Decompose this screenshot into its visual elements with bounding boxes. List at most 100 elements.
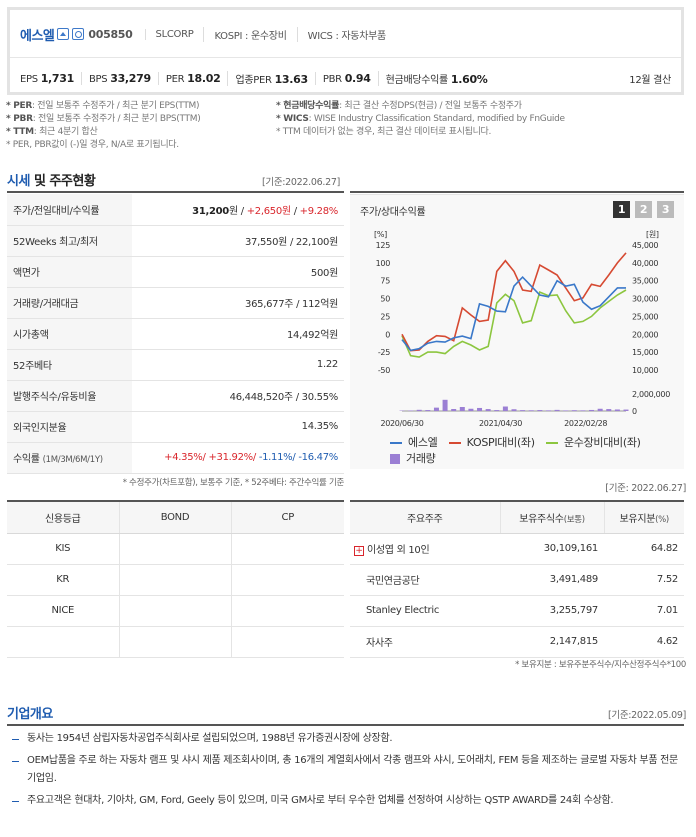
right-tick-label: 20,000 [632, 330, 658, 339]
legend-stock[interactable]: 에스엘 [390, 435, 438, 451]
table-row: 자사주 2,147,815 4.62 [350, 626, 684, 658]
volume-bar [623, 409, 629, 411]
left-tick-label: 0 [385, 330, 390, 339]
table-row: 국민연금공단 3,491,489 7.52 [350, 564, 684, 596]
volume-bar [545, 410, 551, 411]
volume-tick-label: 0 [632, 407, 637, 416]
favorite-icon[interactable] [72, 28, 85, 40]
stock-price-line [401, 275, 626, 352]
table-row: 52Weeks 최고/최저 37,550원 / 22,100원 [7, 225, 344, 257]
chart-legend: 에스엘 KOSPI대비(좌) 운수장비대비(좌) 거래량 [390, 433, 649, 469]
chart-tab-1[interactable]: 1 [613, 201, 630, 218]
x-tick-label: 2020/06/30 [380, 419, 423, 428]
stock-code: 005850 [88, 27, 133, 41]
volume-bar [528, 410, 534, 411]
metric-bps: BPS 33,279 [80, 71, 158, 85]
table-row: 주가/전일대비/수익률 31,200원 / +2,650원 / +9.28% [7, 194, 344, 226]
volume-bar [502, 406, 508, 411]
left-tick-label: 25 [380, 312, 390, 321]
left-tick-label: -25 [378, 348, 390, 357]
overview-title: 기업개요 [7, 707, 53, 722]
list-item: OEM납품을 주로 하는 자동차 램프 및 샤시 제품 제조회사이며, 총 16… [7, 752, 684, 788]
left-tick-label: 100 [376, 259, 391, 268]
list-item: 동사는 1954년 삼립자동차공업주식회사로 설립되었으며, 1988년 유가증… [7, 730, 684, 748]
price-section-title: 시세 및 주주현황 [7, 174, 96, 189]
wics-sector: WICS : 자동차부품 [296, 26, 396, 42]
volume-tick-label: 2,000,000 [632, 390, 670, 399]
volume-bar [442, 399, 448, 411]
chart-tabs: 1 2 3 [613, 201, 674, 218]
right-tick-label: 30,000 [632, 295, 658, 304]
left-tick-label: 50 [380, 295, 390, 304]
kospi-relative-line [401, 252, 627, 352]
metric-dividend-yield: 현금배당수익률 1.60% [377, 70, 495, 86]
holder-name: 자사주 [350, 626, 500, 658]
volume-bar [580, 410, 586, 411]
metric-per: PER 18.02 [157, 71, 228, 85]
right-tick-label: 35,000 [632, 277, 658, 286]
x-tick-label: 2021/04/30 [479, 419, 522, 428]
table-row: NICE [7, 595, 344, 627]
valuation-metrics: EPS 1,731 BPS 33,279 PER 18.02 업종PER 13.… [20, 70, 671, 86]
company-meta: SLCORP KOSPI : 운수장비 WICS : 자동차부품 [144, 26, 396, 42]
returns-values: +4.35%/ +31.92%/ -1.11%/ -16.47% [132, 442, 344, 474]
table-row: KIS [7, 533, 344, 565]
kospi-market-icon[interactable] [57, 28, 70, 40]
table-row [7, 626, 344, 658]
table-row: 발행주식수/유동비율 46,448,520주 / 30.55% [7, 380, 344, 412]
holder-name: 국민연금공단 [350, 564, 500, 596]
credit-table: 신용등급 BOND CP KIS KR NICE [7, 500, 344, 658]
table-row: 외국인지분율 14.35% [7, 411, 344, 443]
legend-volume[interactable]: 거래량 [390, 451, 436, 467]
notes-right: * 현금배당수익률: 최근 결산 수정DPS(현금) / 전일 보통주 수정주가… [276, 101, 565, 137]
volume-bar [589, 409, 595, 411]
volume-bar [520, 410, 526, 411]
table-row: 52주베타 1.22 [7, 349, 344, 381]
chart-title: 주가/상대수익률 [360, 207, 426, 218]
table-row: Stanley Electric 3,255,797 7.01 [350, 595, 684, 627]
right-axis-unit: [원] [646, 230, 659, 239]
chart-tab-3[interactable]: 3 [657, 201, 674, 218]
table-row: KR [7, 564, 344, 596]
metric-pbr: PBR 0.94 [314, 71, 378, 85]
legend-sector[interactable]: 운수장비대비(좌) [545, 435, 641, 451]
price-table: 주가/전일대비/수익률 31,200원 / +2,650원 / +9.28% 5… [7, 194, 344, 474]
price-chart-panel: 주가/상대수익률 1 2 3 [%] [원] 125 100 75 50 25 0 -25 -50… [350, 194, 684, 469]
volume-bar [597, 408, 603, 411]
volume-bar [494, 410, 500, 411]
current-price: 31,200원 / +2,650원 / +9.28% [132, 194, 344, 226]
holders-table: 주요주주 보유주식수(보통) 보유지분(%) + 이성엽 외 10인 30,109… [350, 500, 684, 658]
legend-kospi[interactable]: KOSPI대비(좌) [448, 435, 535, 451]
table-row: 액면가 500원 [7, 256, 344, 288]
notes-left: * PER: 전일 보통주 수정주가 / 최근 분기 EPS(TTM) * PB… [6, 101, 201, 150]
volume-bar [563, 410, 569, 411]
overview-date: [기준:2022.05.09] [608, 710, 686, 721]
chart-tab-2[interactable]: 2 [635, 201, 652, 218]
holders-date: [기준: 2022.06.27] [605, 483, 686, 494]
price-section-date: [기준:2022.06.27] [262, 177, 340, 188]
metric-sector-per: 업종PER 13.63 [227, 70, 314, 86]
x-tick-label: 2022/02/28 [564, 419, 607, 428]
right-tick-label: 45,000 [632, 241, 658, 250]
volume-bar [614, 409, 620, 411]
holder-name: Stanley Electric [350, 595, 500, 627]
left-axis-unit: [%] [374, 230, 387, 239]
expand-icon[interactable]: + [354, 546, 364, 556]
table-row: 수익률 (1M/3M/6M/1Y) +4.35%/ +31.92%/ -1.11… [7, 442, 344, 474]
english-name: SLCORP [144, 28, 204, 40]
volume-bar [571, 410, 577, 411]
volume-bar [537, 410, 543, 411]
volume-bar [485, 409, 491, 411]
sector-relative-line [401, 289, 627, 358]
company-name[interactable]: 에스엘 [20, 28, 55, 44]
volume-bar [468, 408, 474, 411]
fiscal-month: 12월 결산 [629, 74, 671, 86]
volume-bar [477, 407, 483, 411]
right-tick-label: 40,000 [632, 259, 658, 268]
table-row: + 이성엽 외 10인 30,109,161 64.82 [350, 533, 684, 565]
volume-bar [433, 407, 439, 411]
holders-note: * 보유지분 : 보유주분주식수/지수산정주식수*100 [515, 660, 686, 670]
volume-bar [416, 409, 422, 411]
right-tick-label: 15,000 [632, 348, 658, 357]
holder-name: 이성엽 외 10인 [367, 545, 430, 556]
